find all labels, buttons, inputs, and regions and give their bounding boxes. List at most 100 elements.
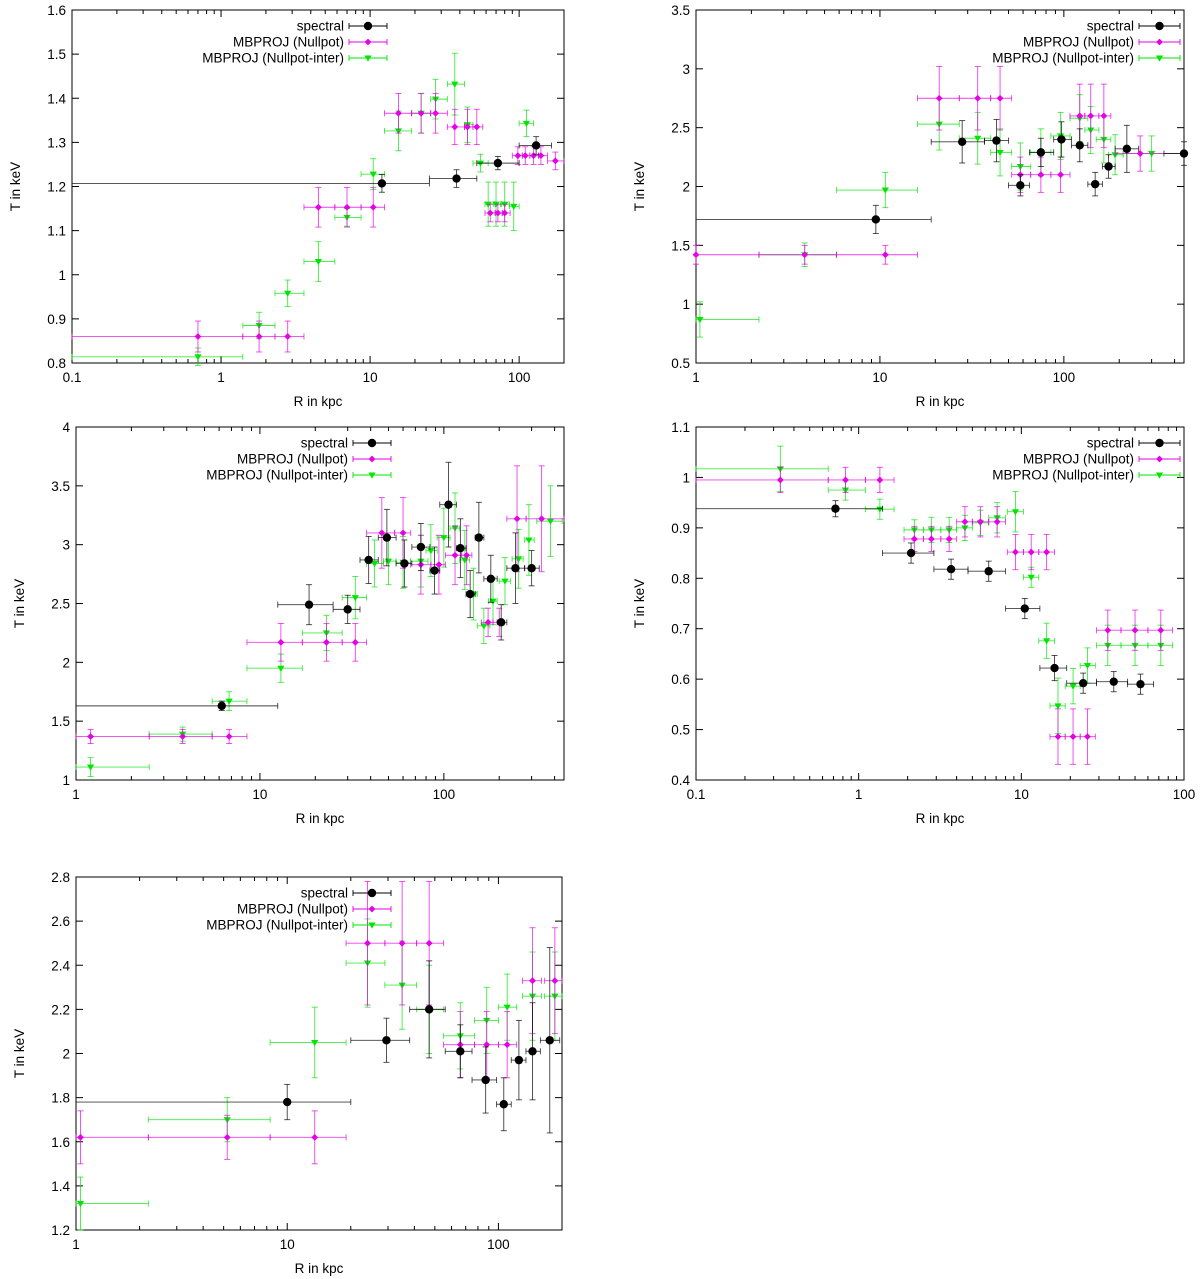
data-point	[87, 733, 94, 740]
data-point	[1148, 151, 1156, 158]
data-point	[692, 251, 700, 259]
data-point	[486, 209, 494, 217]
data-point	[77, 1133, 84, 1141]
data-point	[474, 533, 484, 542]
data-point	[961, 518, 969, 526]
chart-panel-5: 1.2 1.4 1.6 1.8 2 2.2 2.4 2.6 2.8 1 10 100 R in kpc T…	[12, 870, 563, 1276]
data-point	[1012, 548, 1019, 556]
data-point	[945, 535, 953, 543]
series-triangle	[75, 485, 563, 777]
data-point	[416, 542, 426, 552]
data-point	[486, 574, 496, 583]
data-point	[484, 618, 492, 626]
y-tick-label: 0.8	[47, 356, 66, 371]
legend-label: spectral	[1087, 19, 1134, 34]
y-tick-label: 1.1	[671, 420, 690, 435]
data-point	[1054, 703, 1062, 710]
data-point	[906, 548, 916, 558]
data-point	[538, 515, 546, 523]
data-point	[86, 764, 95, 771]
data-point	[871, 215, 881, 224]
data-point	[364, 555, 373, 565]
data-point	[521, 152, 529, 160]
y-tick-label: 2.5	[671, 121, 690, 136]
data-point	[1109, 677, 1118, 686]
x-tick-label: 1	[72, 787, 80, 802]
y-tick-label: 4	[62, 420, 70, 435]
data-point	[974, 135, 982, 142]
data-point	[283, 1097, 292, 1107]
data-point	[432, 109, 439, 117]
legend-marker	[368, 455, 376, 463]
data-point	[996, 94, 1004, 102]
data-point	[776, 476, 784, 484]
x-tick-label: 100	[508, 370, 531, 385]
y-tick-label: 2	[62, 1047, 70, 1062]
y-tick-label: 1.5	[47, 47, 66, 62]
data-point	[996, 149, 1004, 156]
y-tick-label: 3.5	[51, 479, 70, 494]
data-point	[1075, 141, 1084, 150]
x-axis-label: R in kpc	[916, 394, 965, 409]
x-axis-label: R in kpc	[296, 811, 345, 826]
data-point	[1054, 733, 1062, 741]
data-point	[1050, 663, 1059, 673]
data-point	[464, 123, 471, 131]
y-tick-label: 1.6	[51, 1135, 70, 1150]
y-axis-label: T in keV	[632, 162, 647, 211]
legend-marker	[1156, 38, 1163, 46]
series-diamond	[695, 466, 1173, 765]
data-point	[424, 1005, 434, 1014]
data-point	[425, 939, 433, 947]
data-point	[417, 109, 425, 117]
y-tick-label: 0.5	[671, 723, 690, 738]
x-tick-label: 100	[1053, 370, 1076, 385]
data-point	[957, 137, 967, 146]
data-point	[993, 518, 1001, 526]
data-point	[400, 559, 409, 568]
data-point	[277, 638, 285, 646]
data-point	[1016, 181, 1025, 190]
y-tick-label: 0.9	[671, 521, 690, 536]
data-point	[496, 618, 506, 627]
y-tick-label: 1.6	[47, 3, 66, 18]
y-axis-label: T in keV	[12, 1029, 27, 1078]
legend-label: MBPROJ (Nullpot-inter)	[202, 51, 344, 66]
series-diamond	[71, 92, 565, 353]
data-point	[314, 258, 323, 266]
data-point	[881, 187, 889, 194]
data-point	[377, 179, 387, 188]
x-tick-label: 10	[1014, 787, 1029, 802]
legend-marker	[1156, 455, 1163, 463]
y-tick-label: 0.6	[671, 672, 690, 687]
y-tick-label: 1	[58, 268, 66, 283]
data-point	[842, 476, 849, 484]
data-point	[522, 120, 531, 128]
legend-marker	[368, 922, 376, 929]
legend-label: spectral	[301, 436, 348, 451]
data-point	[1090, 179, 1100, 189]
data-point	[384, 558, 393, 565]
data-point	[451, 123, 459, 131]
data-point	[284, 333, 292, 340]
legend-marker	[364, 55, 372, 62]
legend-label: MBPROJ (Nullpot-inter)	[992, 51, 1134, 66]
legend-label: spectral	[297, 19, 344, 34]
data-point	[976, 518, 984, 526]
data-point	[1083, 663, 1092, 670]
legend-label: MBPROJ (Nullpot-inter)	[992, 468, 1134, 483]
x-tick-label: 100	[433, 787, 456, 802]
x-tick-label: 0.1	[687, 787, 706, 802]
y-tick-label: 1.1	[47, 224, 66, 239]
plot-frame	[695, 426, 1185, 781]
data-point	[194, 333, 202, 340]
legend-marker	[368, 905, 376, 913]
data-point	[881, 251, 889, 259]
data-point	[473, 123, 481, 131]
data-point	[551, 157, 559, 165]
y-axis-label: T in keV	[12, 579, 27, 628]
data-point	[499, 1100, 508, 1109]
data-point	[223, 1133, 231, 1141]
